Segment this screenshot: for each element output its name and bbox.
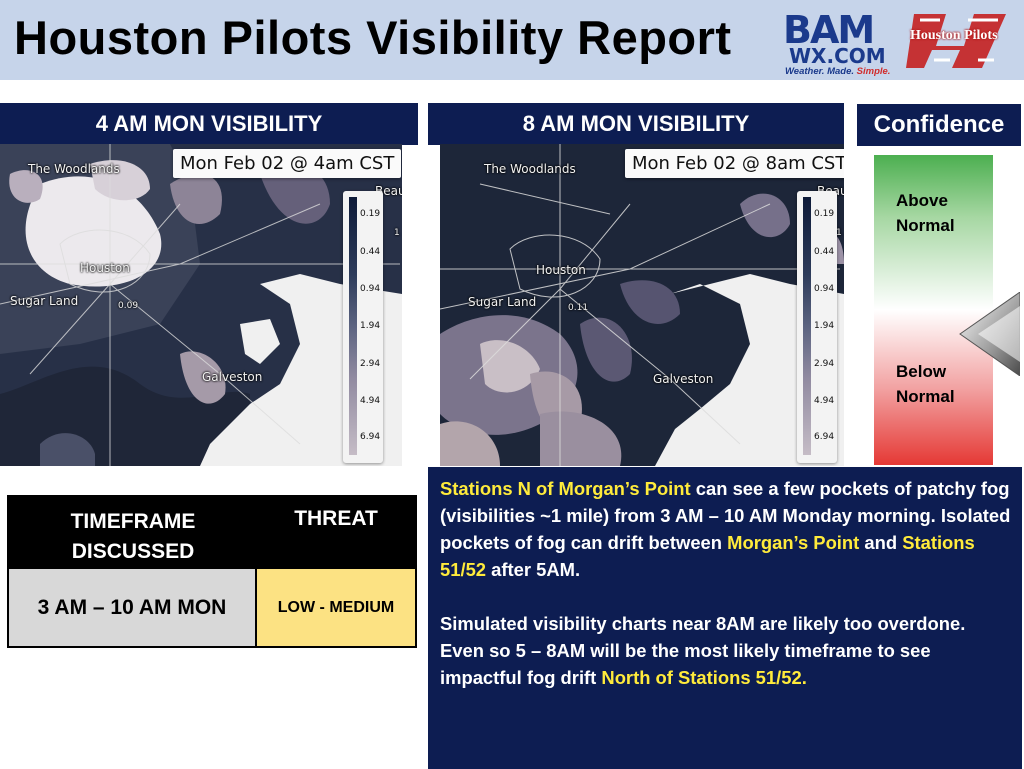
scale-label: 0.19 [814,209,835,219]
bam-logo-tagline: Weather. Made. Simple. [785,66,890,77]
visibility-map-4am: The Woodlands Houston Sugar Land 0.09 Ga… [0,144,402,466]
discussion-highlight: Stations N of Morgan’s Point [440,478,691,499]
label-galveston: Galveston [653,372,714,386]
bam-wx-logo: BAM WX.COM Weather. Made. Simple. [783,8,901,78]
scale-label: 6.94 [360,432,381,442]
scale-label: 0.44 [814,247,835,257]
threat-level-cell: LOW - MEDIUM [257,569,415,646]
discussion-panel: Stations N of Morgan’s Point can see a f… [428,467,1022,769]
discussion-highlight: North of Stations 51/52. [601,667,807,688]
label-houston: Houston [536,263,586,277]
hp-logo-graphic [906,14,1006,68]
label-edge-value: 1 [394,228,400,238]
hp-logo-text: Houston Pilots [910,28,998,43]
page-title: Houston Pilots Visibility Report [14,11,732,64]
label-sugar-land: Sugar Land [10,294,79,308]
scale-label: 0.94 [360,284,381,294]
confidence-below-label: Below Normal [896,362,955,406]
timeframe-header: TIMEFRAME DISCUSSED [70,510,196,563]
scale-label: 4.94 [360,396,381,406]
scale-label: 0.94 [814,284,835,294]
scale-label: 0.19 [360,209,381,219]
label-houston: Houston [80,261,130,275]
bam-logo-sub: WX.COM [789,44,886,68]
label-the-woodlands: The Woodlands [484,162,576,176]
visibility-scale-8am: 0.19 0.44 0.94 1.94 2.94 4.94 6.94 [797,191,837,463]
timeframe-cell: 3 AM – 10 AM MON [9,569,257,646]
threat-table: TIMEFRAME DISCUSSED THREAT 3 AM – 10 AM … [7,495,417,648]
map-4am-graphic [0,144,402,466]
discussion-text: after 5AM. [486,559,581,580]
scale-label: 1.94 [360,321,381,331]
discussion-highlight: Morgan’s Point [727,532,860,553]
threat-header: THREAT [294,507,378,530]
scale-label: 2.94 [814,359,835,369]
visibility-scale-4am: 0.19 0.44 0.94 1.94 2.94 4.94 6.94 [343,191,383,463]
label-sugar-land: Sugar Land [468,295,537,309]
scale-label: 1.94 [814,321,835,331]
houston-pilots-logo: Houston Pilots [906,6,1016,76]
label-map-value: 0.09 [118,301,139,311]
confidence-gradient-bar [874,155,993,465]
visibility-map-8am: The Woodlands Houston Sugar Land 0.11 Ga… [440,144,844,466]
discussion-paragraph-2: Simulated visibility charts near 8AM are… [440,610,1012,691]
map-title-8am: 8 AM MON VISIBILITY [428,103,844,145]
label-the-woodlands: The Woodlands [28,162,120,176]
scale-label: 6.94 [814,432,835,442]
confidence-pointer-icon [958,291,1021,377]
confidence-above-label: Above Normal [896,191,955,235]
scale-label: 4.94 [814,396,835,406]
map-8am-graphic [440,144,844,466]
scale-colorbar [349,197,357,455]
scale-label: 2.94 [360,359,381,369]
label-map-value: 0.11 [568,303,589,313]
label-edge-value: 1 [836,228,842,238]
confidence-title: Confidence [857,104,1021,146]
tagline-part-b: Simple. [856,66,891,77]
tagline-part-a: Weather. Made. [785,66,857,77]
discussion-paragraph-1: Stations N of Morgan’s Point can see a f… [440,475,1012,583]
map-timestamp-8am: Mon Feb 02 @ 8am CST [625,149,844,178]
discussion-text: and [859,532,903,553]
discussion-text: Simulated visibility charts near 8AM are… [440,613,966,688]
scale-label: 0.44 [360,247,381,257]
label-galveston: Galveston [202,370,263,384]
map-timestamp-4am: Mon Feb 02 @ 4am CST [173,149,402,178]
discussion-text: can see a few pockets of patchy fog (vis… [440,478,1011,553]
header-banner: Houston Pilots Visibility Report BAM WX.… [0,0,1024,80]
map-title-4am: 4 AM MON VISIBILITY [0,103,418,145]
threat-table-header: TIMEFRAME DISCUSSED THREAT [9,497,415,569]
scale-colorbar [803,197,811,455]
bam-logo-main: BAM [783,8,875,52]
discussion-highlight: Stations 51/52 [440,532,975,580]
